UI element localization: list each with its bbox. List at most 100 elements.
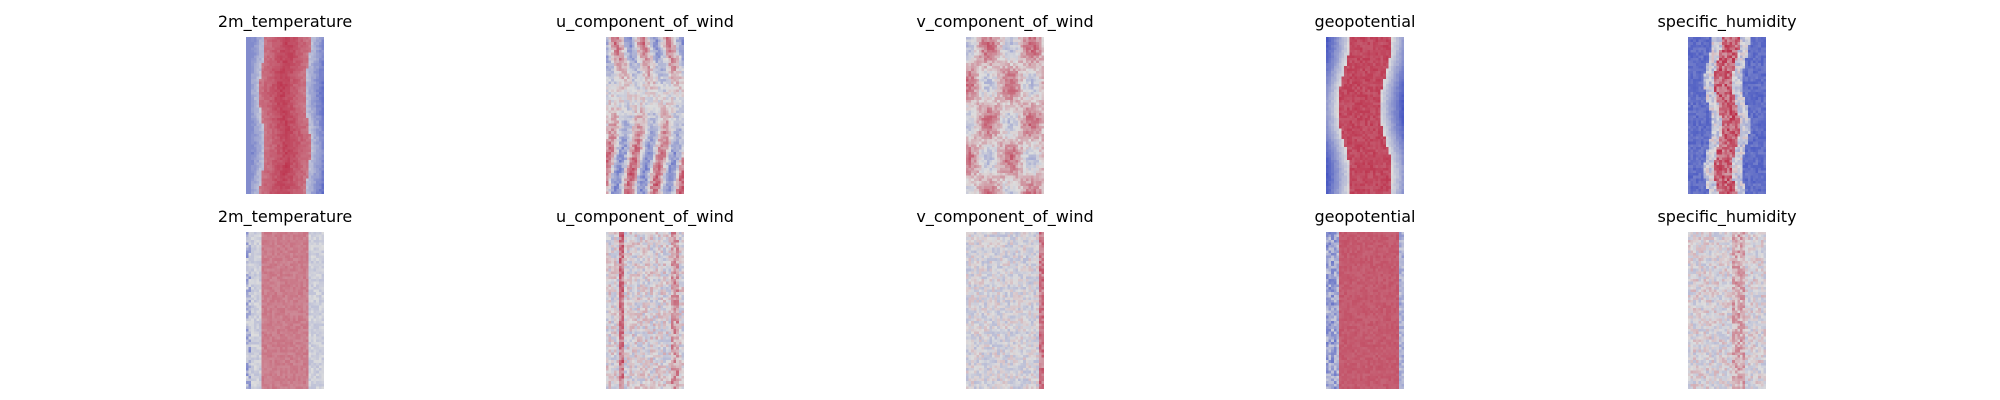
heatmap-cell [632,118,635,121]
heatmap-cell [311,173,314,176]
heatmap-cell [632,180,635,184]
heatmap-cell [246,52,249,56]
heatmap-cell [979,120,982,124]
heatmap-cell [272,131,275,134]
heatmap-cell [1023,44,1026,48]
heatmap-cell [316,167,319,171]
heatmap-cell [624,123,627,127]
heatmap-cell [313,71,317,74]
heatmap-cell [318,133,322,137]
heatmap-cell [608,102,612,106]
heatmap-cell [1010,123,1013,127]
heatmap-cell [277,84,280,87]
heatmap-cell [1007,71,1011,74]
heatmap-cell [637,76,640,79]
heatmap-cell [671,91,674,95]
heatmap-cell [274,167,278,171]
heatmap-cell [305,120,309,124]
heatmap-cell [287,133,291,137]
heatmap-cell [606,152,609,155]
heatmap-cell [1031,42,1034,45]
heatmap-cell [282,73,286,77]
heatmap-cell [966,128,969,132]
heatmap-cell [277,173,280,176]
heatmap-cell [650,159,653,163]
heatmap-cell [629,71,633,74]
heatmap-cell [287,68,291,72]
heatmap-cell [246,97,249,100]
heatmap-cell [1010,89,1013,93]
heatmap-cell [318,131,322,134]
heatmap-cell [626,99,630,103]
heatmap-cell [611,39,614,43]
heatmap-cell [1015,141,1019,145]
heatmap-cell [989,63,993,66]
heatmap-cell [613,42,617,45]
heatmap-cell [968,71,972,74]
heatmap-cell [678,128,682,132]
heatmap-cell [637,50,640,53]
heatmap-cell [619,60,622,64]
heatmap-cell [676,81,679,85]
heatmap-cell [1007,139,1011,142]
heatmap-cell [264,50,267,53]
heatmap-cell [246,167,249,171]
heatmap-cell [1018,102,1021,106]
heatmap-cell [1025,112,1029,116]
heatmap-cell [316,39,319,43]
heatmap-cell [1023,55,1026,59]
heatmap-cell [1020,94,1024,98]
heatmap-cell [279,37,283,40]
heatmap-cell [663,131,666,134]
heatmap-cell [624,180,627,184]
heatmap-cell [253,136,257,140]
heatmap-cell [624,115,627,119]
heatmap-cell [616,139,620,142]
heatmap-cell [642,144,646,148]
heatmap-cell [308,175,312,179]
heatmap-cell [1041,94,1044,98]
heatmap-cell [287,186,291,189]
heatmap-cell [652,120,656,124]
heatmap-cell [681,63,684,66]
heatmap-cell [272,128,275,132]
heatmap-cell [624,118,627,121]
heatmap-cell [282,191,286,194]
heatmap-cell [652,107,656,111]
heatmap-cell [660,136,664,140]
heatmap-cell [311,136,314,140]
heatmap-cell [999,86,1003,90]
heatmap-cell [676,63,679,66]
heatmap-cell [608,52,612,56]
heatmap-cell [673,107,677,111]
heatmap-cell [248,165,252,168]
heatmap-cell [652,78,656,82]
heatmap-cell [668,63,672,66]
heatmap-cell [272,47,275,51]
heatmap-cell [1031,110,1034,114]
heatmap-cell [1002,39,1006,43]
heatmap-cell [989,102,993,106]
heatmap-cell [269,91,273,95]
heatmap-cell [681,107,684,111]
heatmap-cell [277,71,280,74]
heatmap-cell [624,65,627,69]
heatmap-cell [611,136,614,140]
heatmap-cell [619,167,622,171]
heatmap-cell [652,128,656,132]
heatmap-cell [619,178,622,182]
heatmap-cell [1018,42,1021,45]
heatmap-cell [266,71,270,74]
heatmap-cell [981,57,985,61]
heatmap-cell [976,107,980,111]
heatmap-cell [642,39,646,43]
heatmap-cell [658,47,661,51]
heatmap-cell [606,186,609,189]
heatmap-cell [663,125,666,129]
heatmap-cell [681,118,684,121]
heatmap-cell [973,60,977,64]
heatmap-cell [311,73,314,77]
heatmap-cell [629,118,633,121]
heatmap-cell [678,84,682,87]
heatmap-cell [621,52,625,56]
